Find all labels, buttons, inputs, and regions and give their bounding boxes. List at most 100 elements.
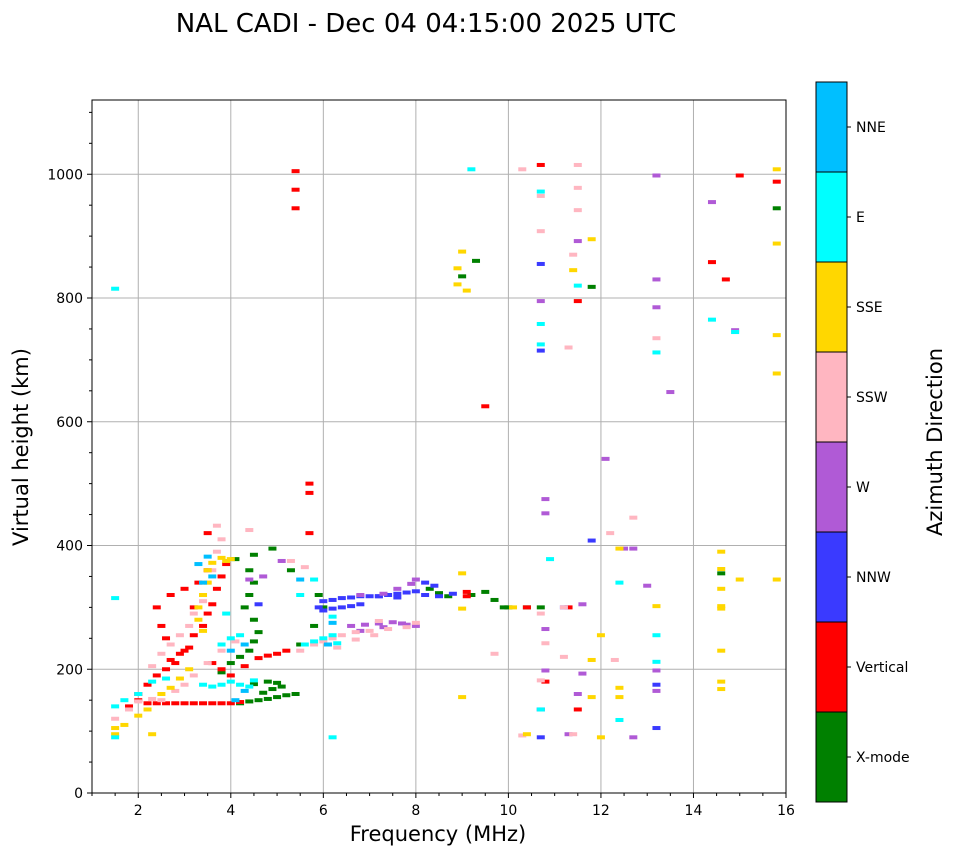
echo-point-ssw <box>171 688 180 693</box>
echo-point-e <box>111 735 120 740</box>
colorbar-tick-label: W <box>856 480 870 496</box>
echo-point-x-mode <box>310 623 319 628</box>
echo-point-ssw <box>217 537 226 542</box>
echo-point-x-mode <box>268 687 277 692</box>
echo-point-e <box>615 580 624 585</box>
y-tick-label: 200 <box>56 662 83 678</box>
echo-point-sse <box>652 604 661 609</box>
echo-point-vertical <box>573 299 582 304</box>
echo-point-x-mode <box>277 684 286 689</box>
echo-point-e <box>148 679 157 684</box>
echo-point-w <box>652 173 661 178</box>
echo-point-ssw <box>134 699 143 704</box>
x-axis-label: Frequency (MHz) <box>350 822 526 846</box>
echo-point-nnw <box>652 682 661 687</box>
echo-point-nne <box>199 580 208 585</box>
echo-point-sse <box>587 237 596 242</box>
echo-point-nne <box>208 574 217 579</box>
echo-point-ssw <box>411 620 420 625</box>
echo-point-e <box>319 636 328 641</box>
echo-point-x-mode <box>217 670 226 675</box>
echo-point-w <box>707 200 716 205</box>
echo-point-x-mode <box>499 605 508 610</box>
echo-point-ssw <box>333 645 342 650</box>
echo-point-e <box>310 577 319 582</box>
echo-point-sse <box>587 695 596 700</box>
echo-point-ssw <box>564 345 573 350</box>
echo-point-x-mode <box>254 698 263 703</box>
echo-point-sse <box>458 571 467 576</box>
echo-point-sse <box>615 695 624 700</box>
echo-point-e <box>208 684 217 689</box>
echo-point-w <box>407 581 416 586</box>
echo-point-sse <box>111 726 120 731</box>
echo-point-vertical <box>226 673 235 678</box>
echo-point-sse <box>111 732 120 737</box>
x-tick-label: 2 <box>134 803 143 819</box>
echo-point-nnw <box>314 605 323 610</box>
echo-point-e <box>652 659 661 664</box>
echo-point-ssw <box>217 648 226 653</box>
echo-point-e <box>236 682 245 687</box>
colorbar-swatch <box>816 172 847 262</box>
echo-point-nnw <box>393 595 402 600</box>
echo-point-nnw <box>374 594 383 599</box>
echo-point-e <box>536 707 545 712</box>
grid <box>92 100 787 794</box>
echo-point-nne <box>240 688 249 693</box>
echo-point-sse <box>462 288 471 293</box>
echo-point-vertical <box>162 636 171 641</box>
colorbar-tick-label: SSW <box>856 390 888 406</box>
echo-point-w <box>666 390 675 395</box>
echo-point-ssw <box>212 549 221 554</box>
echo-point-ssw <box>175 633 184 638</box>
y-tick-label: 0 <box>74 786 83 802</box>
echo-point-ssw <box>490 651 499 656</box>
echo-point-x-mode <box>273 695 282 700</box>
echo-point-vertical <box>152 673 161 678</box>
echo-point-w <box>573 692 582 696</box>
echo-point-x-mode <box>249 639 258 644</box>
echo-point-sse <box>717 549 726 554</box>
echo-point-sse <box>185 667 194 672</box>
echo-point-x-mode <box>245 699 254 704</box>
echo-point-vertical <box>263 653 272 658</box>
echo-point-w <box>259 574 268 579</box>
echo-point-vertical <box>157 623 166 628</box>
x-tick-label: 16 <box>777 803 795 819</box>
echo-point-e <box>217 642 226 647</box>
y-tick-label: 800 <box>56 291 83 307</box>
x-tick-label: 14 <box>685 803 703 819</box>
echo-point-e <box>111 704 120 709</box>
echo-point-sse <box>458 606 467 611</box>
echo-point-vertical <box>152 605 161 610</box>
echo-point-vertical <box>189 633 198 638</box>
echo-point-nne <box>203 554 212 559</box>
echo-point-ssw <box>286 558 295 563</box>
echo-point-sse <box>717 679 726 684</box>
echo-point-x-mode <box>490 597 499 602</box>
colorbar-label: Azimuth Direction <box>923 348 947 536</box>
echo-point-sse <box>717 648 726 653</box>
echo-point-w <box>578 602 587 607</box>
echo-point-w <box>652 688 661 693</box>
echo-point-x-mode <box>226 661 235 666</box>
echo-point-nnw <box>587 538 596 543</box>
echo-point-ssw <box>629 515 638 520</box>
echo-point-sse <box>217 555 226 560</box>
echo-point-w <box>652 305 661 310</box>
echo-point-nnw <box>347 595 356 600</box>
chart-title: NAL CADI - Dec 04 04:15:00 2025 UTC <box>176 9 676 39</box>
echo-point-vertical <box>166 593 175 597</box>
echo-point-e <box>652 633 661 638</box>
echo-point-vertical <box>217 667 226 672</box>
echo-point-ssw <box>402 625 411 630</box>
echo-point-vertical <box>143 701 152 706</box>
echo-point-e <box>467 167 476 172</box>
echo-point-vertical <box>536 162 545 167</box>
echo-point-vertical <box>240 664 249 669</box>
echo-point-vertical <box>564 605 573 610</box>
echo-point-ssw <box>370 633 379 638</box>
echo-point-nnw <box>421 580 430 585</box>
echo-point-x-mode <box>263 679 272 684</box>
